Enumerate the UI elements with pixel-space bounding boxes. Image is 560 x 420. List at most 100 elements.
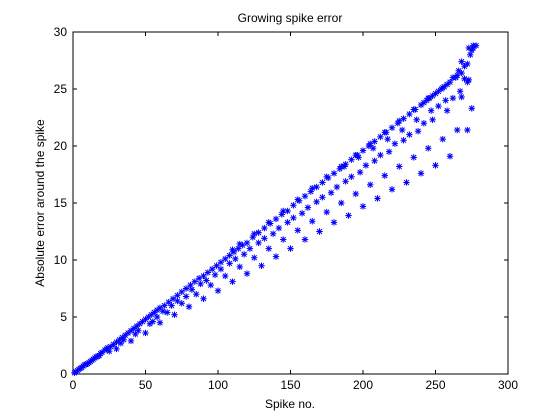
data-point — [381, 172, 388, 179]
x-tick-label: 150 — [280, 378, 300, 392]
data-point — [301, 192, 309, 200]
data-point — [200, 295, 207, 302]
chart-title: Growing spike error — [238, 11, 343, 25]
data-point — [465, 76, 473, 84]
data-point — [461, 75, 468, 82]
data-point — [359, 203, 367, 210]
data-point — [294, 196, 301, 203]
data-point — [396, 163, 403, 170]
data-point — [229, 246, 236, 253]
data-point — [294, 227, 301, 234]
y-tick-label: 20 — [54, 139, 68, 153]
data-point — [377, 133, 384, 141]
y-tick-label: 15 — [54, 196, 68, 210]
data-point — [251, 254, 258, 261]
data-point — [323, 173, 330, 180]
y-axis-ticks: 0 5 10 15 20 25 30 — [54, 25, 508, 381]
data-point — [348, 173, 355, 180]
data-point — [342, 178, 349, 185]
data-point — [222, 255, 229, 263]
data-point — [319, 179, 326, 186]
data-point — [187, 281, 194, 289]
data-point — [213, 262, 220, 269]
data-point — [381, 129, 388, 136]
data-point — [468, 105, 475, 112]
data-point — [374, 195, 381, 202]
data-point — [442, 97, 449, 104]
x-axis-label: Spike no. — [265, 397, 315, 411]
data-point — [142, 329, 149, 337]
data-point — [164, 309, 171, 316]
data-point — [414, 127, 422, 135]
data-point — [265, 245, 272, 252]
data-point — [269, 230, 277, 237]
data-point — [275, 224, 283, 232]
data-point — [284, 219, 291, 226]
data-point — [391, 140, 399, 147]
data-point — [377, 151, 384, 159]
y-tick-label: 5 — [60, 310, 67, 324]
y-tick-label: 25 — [54, 82, 68, 96]
data-point — [465, 44, 473, 52]
data-point — [193, 291, 200, 298]
data-point — [168, 302, 175, 309]
data-point — [461, 63, 468, 70]
data-point — [301, 236, 309, 243]
data-point — [420, 120, 428, 127]
data-point — [240, 251, 248, 258]
data-point — [327, 189, 335, 196]
data-point — [195, 275, 203, 282]
data-point — [456, 88, 464, 95]
data-point — [371, 157, 378, 165]
data-point — [435, 102, 442, 110]
data-point — [369, 145, 377, 152]
data-point — [403, 179, 410, 186]
data-point — [290, 214, 297, 222]
data-point — [388, 124, 396, 131]
data-point — [255, 229, 262, 236]
data-point — [188, 286, 196, 293]
data-point — [236, 240, 243, 248]
x-tick-label: 250 — [425, 378, 445, 392]
data-point — [255, 239, 262, 247]
data-point — [348, 156, 355, 163]
data-point — [153, 313, 161, 321]
data-point — [429, 116, 436, 123]
data-point — [385, 148, 393, 155]
data-point — [432, 162, 439, 169]
data-point — [229, 278, 236, 285]
data-point — [209, 265, 216, 273]
data-point — [265, 219, 272, 226]
data-point — [432, 90, 439, 97]
data-point — [388, 186, 396, 193]
data-point — [413, 116, 420, 123]
data-point — [127, 337, 135, 345]
data-point — [280, 207, 287, 215]
x-tick-label: 100 — [208, 378, 228, 392]
data-point — [222, 272, 229, 280]
data-points — [71, 42, 480, 377]
data-point — [367, 140, 374, 147]
data-point — [410, 154, 417, 161]
data-point — [217, 265, 225, 273]
data-point — [410, 106, 417, 113]
data-point — [367, 181, 374, 188]
data-point — [117, 340, 125, 347]
data-point — [258, 262, 265, 269]
data-point — [446, 153, 454, 160]
data-point — [333, 183, 341, 191]
data-point — [243, 239, 251, 247]
data-point — [439, 84, 446, 92]
data-point — [330, 219, 338, 226]
data-point — [319, 194, 326, 201]
data-point — [352, 151, 359, 159]
data-point — [290, 202, 297, 209]
data-point — [174, 297, 181, 305]
data-point — [362, 162, 370, 169]
data-point — [226, 260, 233, 267]
data-point — [398, 126, 406, 134]
data-point — [217, 259, 225, 266]
data-point — [272, 253, 280, 260]
data-point — [454, 126, 461, 134]
